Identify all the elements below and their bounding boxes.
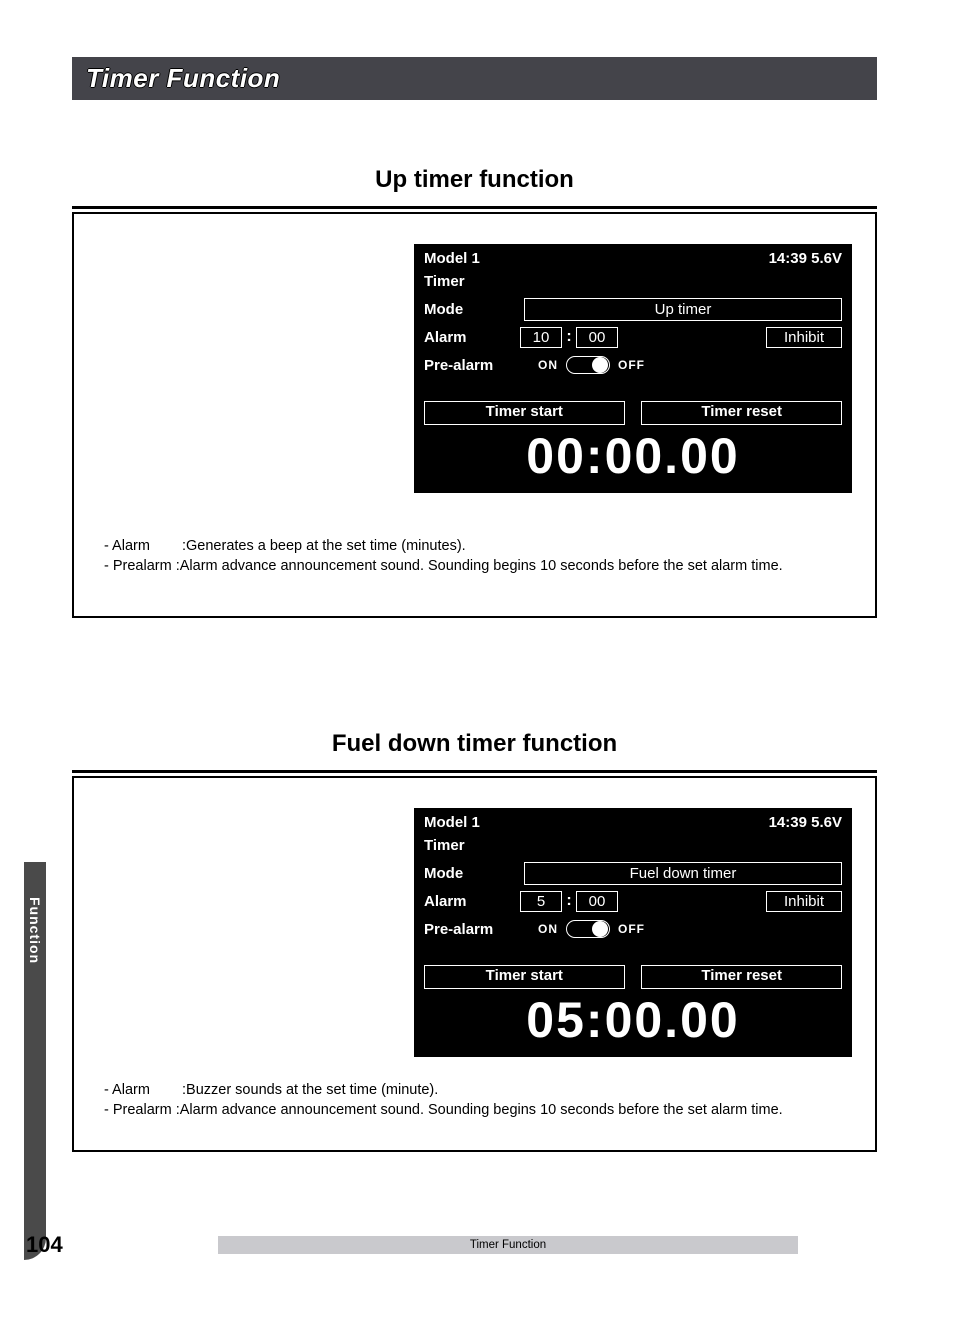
timer-row: Timer [424,831,842,859]
off-label: OFF [618,358,645,372]
note-alarm: - Alarm :Generates a beep at the set tim… [104,537,845,557]
mode-label: Mode [424,301,520,318]
fuel-notes: - Alarm :Buzzer sounds at the set time (… [104,1081,845,1120]
colon: : [562,328,576,346]
off-label: OFF [618,922,645,936]
button-row: Timer start Timer reset [424,965,842,989]
switch-knob [592,921,608,937]
side-tab: Function [24,862,46,1000]
inhibit-box[interactable]: Inhibit [766,891,842,912]
note-prealarm: - Prealarm :Alarm advance announcement s… [104,557,845,577]
model-label: Model 1 [424,814,480,831]
prealarm-row: Pre-alarm ON OFF [424,915,842,943]
prealarm-label: Pre-alarm [424,921,520,938]
note-alarm-key: - Alarm [104,1081,182,1101]
fuel-section-title: Fuel down timer function [72,730,877,758]
on-label: ON [538,358,558,372]
prealarm-toggle[interactable]: ON OFF [538,356,645,374]
alarm-min[interactable]: 5 [520,891,562,912]
lcd-topline: Model 1 14:39 5.6V [424,250,842,267]
clock: 14:39 [769,814,807,831]
alarm-row: Alarm 10 : 00 Inhibit [424,323,842,351]
alarm-min[interactable]: 10 [520,327,562,348]
button-row: Timer start Timer reset [424,401,842,425]
volt: 5.6V [811,814,842,831]
note-alarm: - Alarm :Buzzer sounds at the set time (… [104,1081,845,1101]
timer-label: Timer [424,837,520,854]
footer-label: Timer Function [470,1239,546,1251]
timer-reset-button[interactable]: Timer reset [641,965,842,989]
header-title: Timer Function [86,63,280,94]
mode-label: Mode [424,865,520,882]
clock-volt: 14:39 5.6V [769,250,842,267]
inhibit-box[interactable]: Inhibit [766,327,842,348]
prealarm-row: Pre-alarm ON OFF [424,351,842,379]
big-time: 05:00.00 [424,991,842,1049]
header-bar: Timer Function [72,57,877,100]
timer-label: Timer [424,273,520,290]
prealarm-label: Pre-alarm [424,357,520,374]
colon: : [562,892,576,910]
timer-reset-button[interactable]: Timer reset [641,401,842,425]
lcd-topline: Model 1 14:39 5.6V [424,814,842,831]
timer-row: Timer [424,267,842,295]
mode-value[interactable]: Up timer [524,298,842,321]
section-fuel: Fuel down timer function Model 1 14:39 5… [72,730,877,1152]
alarm-row: Alarm 5 : 00 Inhibit [424,887,842,915]
up-notes: - Alarm :Generates a beep at the set tim… [104,537,845,576]
note-alarm-val: :Buzzer sounds at the set time (minute). [182,1081,845,1101]
alarm-label: Alarm [424,329,520,346]
big-time: 00:00.00 [424,427,842,485]
volt: 5.6V [811,250,842,267]
divider [72,770,877,773]
footer: 104 Timer Function [0,1235,954,1255]
divider [72,206,877,209]
timer-start-button[interactable]: Timer start [424,401,625,425]
clock: 14:39 [769,250,807,267]
alarm-sec[interactable]: 00 [576,327,618,348]
timer-start-button[interactable]: Timer start [424,965,625,989]
page: Timer Function Up timer function Model 1… [0,0,954,1327]
switch-knob [592,357,608,373]
mode-value[interactable]: Fuel down timer [524,862,842,885]
side-tab-label: Function [27,897,43,964]
on-label: ON [538,922,558,936]
fuel-frame: Model 1 14:39 5.6V Timer Mode Fuel down … [72,776,877,1152]
note-prealarm: - Prealarm :Alarm advance announcement s… [104,1101,845,1121]
clock-volt: 14:39 5.6V [769,814,842,831]
footer-bar: Timer Function [218,1236,798,1254]
alarm-sec[interactable]: 00 [576,891,618,912]
switch-track[interactable] [566,356,610,374]
switch-track[interactable] [566,920,610,938]
model-label: Model 1 [424,250,480,267]
mode-row: Mode Up timer [424,295,842,323]
up-section-title: Up timer function [72,166,877,194]
section-up: Up timer function Model 1 14:39 5.6V Tim… [72,166,877,618]
up-frame: Model 1 14:39 5.6V Timer Mode Up timer A… [72,212,877,618]
up-lcd: Model 1 14:39 5.6V Timer Mode Up timer A… [414,244,852,493]
note-alarm-val: :Generates a beep at the set time (minut… [182,537,845,557]
fuel-lcd: Model 1 14:39 5.6V Timer Mode Fuel down … [414,808,852,1057]
prealarm-toggle[interactable]: ON OFF [538,920,645,938]
note-alarm-key: - Alarm [104,537,182,557]
mode-row: Mode Fuel down timer [424,859,842,887]
side-tab-curve [24,1000,46,1260]
alarm-label: Alarm [424,893,520,910]
page-number: 104 [26,1232,63,1258]
